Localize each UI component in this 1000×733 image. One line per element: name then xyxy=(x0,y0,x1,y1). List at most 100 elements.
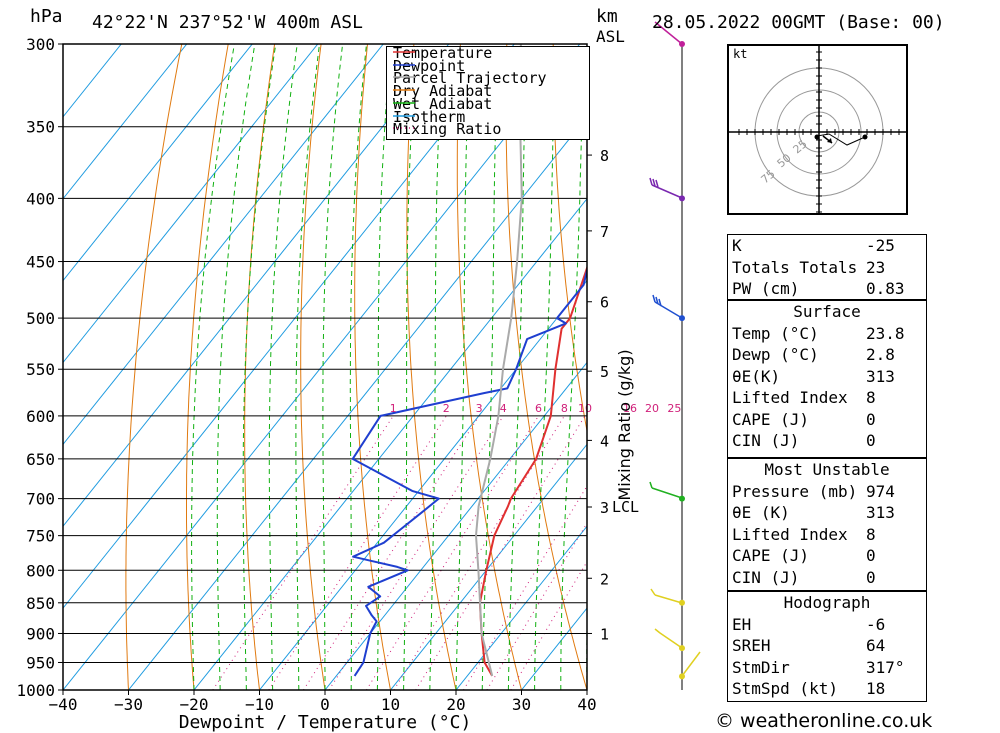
wind-barb xyxy=(650,588,683,604)
temp-tick-label: 0 xyxy=(320,695,330,714)
pressure-tick-label: 850 xyxy=(26,594,55,613)
hodograph-ring-label: 75 xyxy=(759,167,778,186)
hodograph-trace xyxy=(816,133,866,146)
dewpoint-line xyxy=(351,266,587,677)
legend-label: Temperature xyxy=(393,44,493,62)
index-row: Pressure (mb) 974 xyxy=(732,481,922,503)
indices-box: Most Unstable Pressure (mb) 974 θE (K) 313 Li… xyxy=(727,458,927,591)
pressure-tick-label: 300 xyxy=(26,35,55,54)
isotherm-line xyxy=(390,443,587,690)
mixing-ratio-line xyxy=(510,560,587,690)
index-label: StmDir xyxy=(732,657,790,677)
index-row: θE (K) 313 xyxy=(732,502,922,524)
km-tick-label: 6 xyxy=(600,294,609,312)
isotherm-line xyxy=(63,44,253,282)
wet-adiabat-line xyxy=(429,44,444,690)
wet-adiabat-line xyxy=(455,44,472,690)
index-label: Lifted Index xyxy=(732,388,848,407)
pressure-tick-label: 600 xyxy=(26,407,55,426)
index-row: θE(K) 313 xyxy=(732,366,922,388)
km-tick-label: 1 xyxy=(600,625,609,643)
wet-adiabat-line xyxy=(268,44,298,690)
legend-label: Dewpoint xyxy=(393,56,466,75)
index-row: Totals Totals 23 xyxy=(732,257,922,279)
wet-adiabat-line xyxy=(349,44,367,690)
dry-adiabat-line xyxy=(186,44,229,690)
hodograph-ring-label: 25 xyxy=(791,137,810,156)
index-label: θE (K) xyxy=(732,503,790,522)
mixing-ratio-label: 20 xyxy=(645,402,659,415)
km-tick-label: 8 xyxy=(600,147,609,165)
index-row: Temp (°C) 23.8 xyxy=(732,323,922,345)
legend-swatch xyxy=(393,114,415,117)
isotherm-line xyxy=(63,44,384,446)
wet-adiabat-line xyxy=(295,44,320,690)
wind-level-dot xyxy=(679,195,685,202)
pressure-tick-label: 1000 xyxy=(16,681,55,700)
index-row: PW (cm) 0.83 xyxy=(732,278,922,300)
indices-box: K -25 Totals Totals 23 PW (cm) 0.83 xyxy=(727,234,927,300)
mixing-ratio-axis-title: Mixing Ratio (g/kg) xyxy=(615,349,634,500)
index-label: CIN (J) xyxy=(732,567,800,587)
mixing-ratio-label: 25 xyxy=(667,402,681,415)
index-row: Lifted Index 8 xyxy=(732,387,922,409)
index-value: 0 xyxy=(866,546,876,565)
index-label: StmSpd (kt) xyxy=(732,679,838,698)
pressure-tick-label: 400 xyxy=(26,189,55,208)
temp-tick-label: 40 xyxy=(577,695,596,714)
footer-credit: © weatheronline.co.uk xyxy=(715,710,933,732)
wind-level-dot xyxy=(679,673,685,680)
legend-label: Dry Adiabat xyxy=(393,82,493,101)
hodograph-ring-label: 50 xyxy=(775,151,794,170)
wind-barb xyxy=(649,481,683,499)
index-label: Dewp (°C) xyxy=(732,345,819,364)
index-row: Dewp (°C) 2.8 xyxy=(732,344,922,366)
pressure-tick-label: 550 xyxy=(26,360,55,379)
hodograph-unit: kt xyxy=(733,47,748,61)
mixing-ratio-label: 16 xyxy=(623,402,637,415)
index-label: SREH xyxy=(732,636,771,655)
legend-item: Isotherm xyxy=(391,109,465,124)
index-value: 23 xyxy=(866,257,886,277)
wet-adiabat-line xyxy=(507,44,528,690)
legend-swatch xyxy=(393,76,415,79)
index-label: EH xyxy=(732,614,752,634)
pressure-tick-label: 500 xyxy=(26,309,55,328)
index-label: θE(K) xyxy=(732,366,781,386)
mixing-ratio-label: 3 xyxy=(476,402,483,415)
wind-barb xyxy=(652,294,683,319)
index-label: K xyxy=(732,236,742,255)
temp-tick-label: 20 xyxy=(446,695,465,714)
mixing-ratio-label: 4 xyxy=(500,402,507,415)
legend: Temperature Dewpoint Parcel Trajectory Dry … xyxy=(386,46,590,140)
wind-level-dot xyxy=(679,315,685,322)
wet-adiabat-line xyxy=(242,44,277,690)
pressure-tick-label: 350 xyxy=(26,118,55,137)
wet-adiabat-line xyxy=(322,44,344,690)
wind-barb xyxy=(649,177,683,199)
legend-swatch xyxy=(393,63,415,66)
wet-adiabat-line xyxy=(534,44,556,690)
pressure-tick-label: 800 xyxy=(26,561,55,580)
legend-swatch xyxy=(393,51,415,53)
temp-tick-label: −20 xyxy=(180,695,209,714)
section-title: Hodograph xyxy=(783,593,871,612)
dry-adiabat-line xyxy=(354,44,391,690)
wind-level-dot xyxy=(679,495,685,502)
x-axis-title: Dewpoint / Temperature (°C) xyxy=(179,712,472,733)
index-value: -25 xyxy=(866,236,895,255)
isotherm-line xyxy=(63,44,450,528)
pressure-tick-label: 450 xyxy=(26,253,55,272)
mixing-ratio-label: 8 xyxy=(561,402,568,415)
legend-swatch xyxy=(393,102,415,104)
dry-adiabat-line xyxy=(406,44,457,690)
index-row: CAPE (J) 0 xyxy=(732,409,922,431)
index-value: 0 xyxy=(866,409,876,429)
wet-adiabat-line xyxy=(191,44,235,690)
index-value: 0 xyxy=(866,431,876,450)
parcel-trajectory-line xyxy=(475,44,523,677)
storm-motion-arrowhead xyxy=(827,138,832,143)
hodograph-panel: 25 50 75 kt xyxy=(727,44,908,215)
index-label: Temp (°C) xyxy=(732,323,819,343)
